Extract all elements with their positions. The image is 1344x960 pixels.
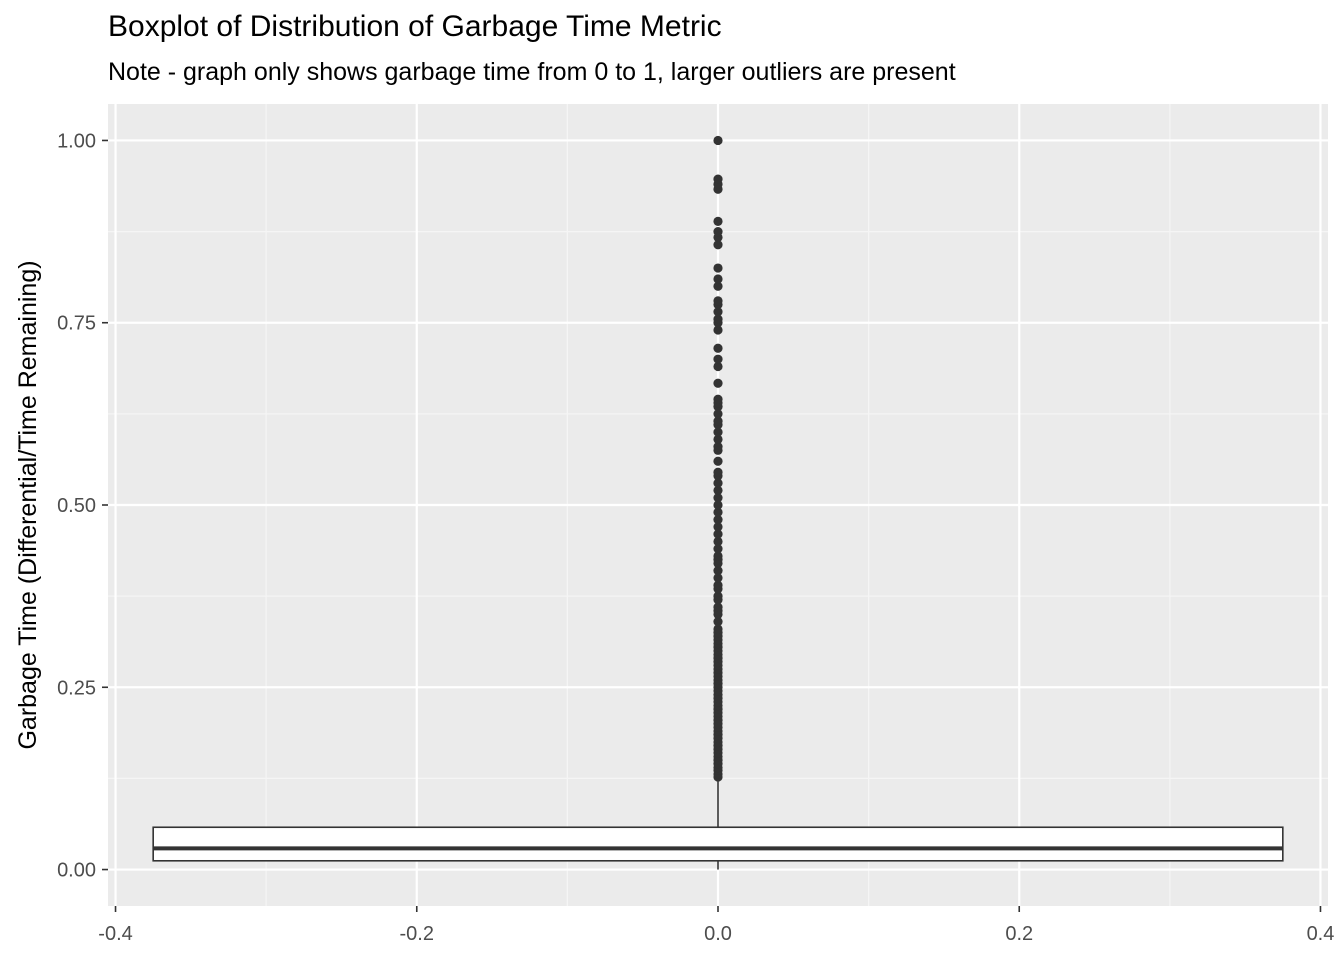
outlier-point [713, 591, 723, 601]
outlier-point [713, 478, 723, 488]
x-tick-label: 0.0 [704, 923, 732, 945]
outlier-point [713, 442, 723, 452]
outlier-point [713, 522, 723, 532]
outlier-point [713, 493, 723, 503]
x-axis: -0.4 -0.2 0.0 0.2 0.4 [98, 906, 1334, 945]
outlier-point [713, 343, 723, 353]
outlier-point [713, 281, 723, 291]
outlier-point [713, 409, 723, 419]
outlier-point [713, 551, 723, 561]
outlier-point [713, 174, 723, 184]
outlier-point [713, 514, 723, 525]
outlier-point [713, 416, 723, 426]
x-tick-label: -0.2 [400, 923, 434, 945]
outlier-point [713, 624, 723, 634]
outlier-point [713, 354, 723, 364]
outlier-point [713, 378, 723, 388]
outlier-point [713, 617, 723, 627]
outlier-point [713, 580, 723, 590]
outlier-point [713, 566, 723, 576]
outlier-point [713, 507, 723, 517]
y-tick-label: 0.50 [57, 495, 96, 517]
x-tick-label: 0.2 [1005, 923, 1033, 945]
outlier-point [713, 485, 723, 496]
outlier-point [713, 307, 723, 317]
y-tick-label: 0.75 [57, 313, 96, 335]
x-tick-label: 0.4 [1307, 923, 1335, 945]
outlier-point [713, 216, 723, 226]
outlier-point [713, 135, 723, 146]
outlier-point [713, 263, 723, 273]
x-tick-label: -0.4 [98, 923, 132, 945]
y-tick-label: 0.00 [57, 860, 96, 882]
chart-title: Boxplot of Distribution of Garbage Time … [108, 10, 722, 43]
outlier-point [713, 325, 723, 335]
outlier-point [713, 467, 723, 477]
outlier-point [713, 394, 723, 404]
outlier-point [713, 361, 723, 372]
box [152, 778, 1284, 870]
y-tick-label: 1.00 [57, 130, 96, 152]
interquartile-box [152, 826, 1284, 862]
chart-subtitle: Note - graph only shows garbage time fro… [108, 58, 956, 86]
outlier-point [713, 427, 723, 437]
outlier-point [713, 226, 723, 237]
outlier-point [713, 314, 723, 324]
outlier-point [713, 434, 723, 444]
outlier-points [713, 135, 723, 782]
y-axis: 0.00 0.25 0.50 0.75 1.00 [57, 130, 108, 882]
outlier-point [713, 536, 723, 547]
outlier-point [713, 573, 723, 583]
outlier-point [713, 240, 723, 250]
outlier-point [713, 274, 723, 284]
outlier-point [713, 296, 723, 306]
outlier-point [713, 602, 723, 612]
outlier-point [713, 456, 723, 466]
outlier-point [713, 529, 723, 539]
y-axis-label: Garbage Time (Differential/Time Remainin… [14, 260, 42, 749]
outlier-point [713, 544, 723, 554]
outlier-point [713, 500, 723, 510]
y-tick-label: 0.25 [57, 677, 96, 699]
